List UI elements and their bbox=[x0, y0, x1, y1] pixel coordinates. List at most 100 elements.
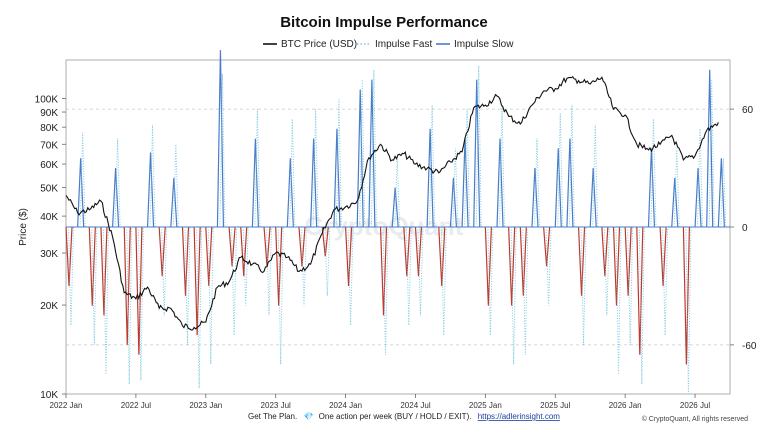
y-axis-right: 60 0 -60 bbox=[730, 105, 757, 352]
y-left-tick-label: 100K bbox=[35, 95, 59, 106]
impulse-slow-spike bbox=[473, 79, 481, 228]
impulse-slow-spike bbox=[356, 89, 364, 228]
impulse-slow-spike bbox=[682, 226, 691, 365]
x-tick-label: 2024 Jul bbox=[400, 401, 430, 410]
impulse-slow-spike bbox=[100, 226, 108, 316]
impulse-slow-spike bbox=[368, 79, 376, 228]
impulse-slow-spike bbox=[612, 226, 621, 306]
y-axis-left: 10K 20K 30K 40K 50K 60K 70K 80K 90K 100K bbox=[35, 95, 66, 401]
impulse-fast-spike bbox=[487, 226, 494, 336]
impulse-slow-spike bbox=[577, 226, 586, 296]
impulse-slow-spike bbox=[135, 226, 143, 355]
impulse-fast-spike bbox=[266, 226, 273, 316]
impulse-slow-spike bbox=[170, 177, 178, 228]
impulse-slow-spike bbox=[65, 226, 73, 286]
impulse-fast-spike bbox=[219, 73, 226, 228]
impulse-fast-spike bbox=[79, 132, 86, 228]
impulse-fast-spike bbox=[137, 226, 144, 381]
impulse-fast-spike bbox=[324, 226, 331, 296]
impulse-slow-spike bbox=[344, 226, 353, 286]
btc-price-series bbox=[65, 76, 719, 331]
impulse-slow-spike bbox=[717, 158, 725, 228]
impulse-fast-spike bbox=[720, 158, 727, 228]
impulse-fast-spike bbox=[638, 226, 645, 385]
impulse-slow-spike bbox=[554, 148, 562, 228]
y-right-tick-label: 0 bbox=[742, 223, 748, 234]
x-tick-label: 2025 Jan bbox=[469, 401, 502, 410]
impulse-fast-spike bbox=[429, 105, 436, 228]
impulse-slow-spike bbox=[414, 226, 423, 277]
impulse-slow-spike bbox=[216, 50, 225, 228]
impulse-fast-spike bbox=[242, 226, 249, 306]
impulse-fast-spike bbox=[335, 99, 342, 228]
impulse-slow-spike bbox=[251, 138, 259, 228]
x-tick-label: 2023 Jan bbox=[189, 401, 222, 410]
impulse-fast-spike bbox=[394, 158, 401, 228]
impulse-fast-spike bbox=[557, 113, 564, 228]
x-tick-label: 2022 Jul bbox=[121, 401, 151, 410]
impulse-slow-spike bbox=[205, 226, 213, 286]
x-tick-label: 2026 Jul bbox=[680, 401, 710, 410]
impulse-slow-spike bbox=[543, 226, 551, 267]
impulse-fast-spike bbox=[277, 226, 284, 365]
x-tick-label: 2022 Jan bbox=[50, 401, 83, 410]
impulse-fast-spike bbox=[662, 226, 669, 336]
impulse-fast-series bbox=[68, 65, 727, 395]
impulse-fast-spike bbox=[685, 226, 692, 395]
impulse-fast-spike bbox=[580, 226, 587, 345]
impulse-fast-spike bbox=[161, 226, 168, 316]
impulse-slow-spike bbox=[636, 226, 644, 355]
btc-price-line bbox=[65, 76, 719, 331]
impulse-slow-spike bbox=[426, 128, 434, 228]
impulse-fast-spike bbox=[452, 148, 459, 228]
impulse-slow-spike bbox=[181, 226, 190, 296]
impulse-slow-spike bbox=[659, 226, 667, 286]
footer-text: Get The Plan. 💎 One action per week (BUY… bbox=[248, 412, 560, 421]
impulse-fast-spike bbox=[475, 65, 482, 228]
impulse-slow-spike bbox=[193, 226, 201, 336]
impulse-fast-spike bbox=[149, 124, 156, 228]
impulse-fast-spike bbox=[289, 118, 296, 228]
y-left-tick-label: 90K bbox=[40, 108, 58, 119]
impulse-slow-spike bbox=[77, 158, 85, 228]
legend-label-price: BTC Price (USD) bbox=[281, 39, 357, 50]
impulse-fast-spike bbox=[440, 226, 447, 336]
x-axis: 2022 Jan 2022 Jul 2023 Jan 2023 Jul 2024 Jan… bbox=[50, 394, 710, 410]
y-left-tick-label: 20K bbox=[40, 301, 58, 312]
impulse-fast-spike bbox=[673, 148, 680, 228]
y-left-tick-label: 70K bbox=[40, 140, 58, 151]
y-left-tick-label: 50K bbox=[40, 183, 58, 194]
impulse-slow-spike bbox=[438, 226, 446, 286]
impulse-slow-spike bbox=[275, 226, 283, 306]
impulse-slow-spike bbox=[496, 138, 504, 228]
y-right-tick-label: 60 bbox=[742, 105, 754, 116]
y-left-tick-label: 80K bbox=[40, 123, 58, 134]
impulse-fast-spike bbox=[533, 138, 540, 228]
impulse-fast-spike bbox=[603, 226, 610, 316]
impulse-slow-spike bbox=[484, 226, 492, 306]
impulse-slow-spike bbox=[624, 226, 632, 296]
impulse-fast-spike bbox=[510, 226, 517, 365]
footer-link[interactable]: https://adlerinsight.com bbox=[478, 412, 561, 421]
impulse-slow-spike bbox=[566, 138, 574, 228]
x-tick-label: 2025 Jul bbox=[540, 401, 570, 410]
impulse-slow-spike bbox=[391, 187, 399, 228]
y-right-tick-label: -60 bbox=[742, 341, 757, 352]
legend-label-fast: Impulse Fast bbox=[375, 39, 432, 50]
y-left-tick-label: 30K bbox=[40, 249, 58, 260]
impulse-slow-spike bbox=[694, 168, 702, 228]
impulse-fast-spike bbox=[207, 226, 214, 365]
impulse-slow-spike bbox=[158, 226, 166, 277]
y-axis-label: Price ($) bbox=[18, 208, 29, 246]
impulse-slow-series bbox=[65, 50, 730, 365]
impulse-fast-spike bbox=[184, 226, 191, 345]
impulse-fast-spike bbox=[370, 69, 377, 228]
impulse-fast-spike bbox=[382, 226, 389, 355]
impulse-slow-spike bbox=[240, 226, 248, 277]
impulse-fast-spike bbox=[91, 226, 98, 345]
x-tick-label: 2023 Jul bbox=[261, 401, 291, 410]
impulse-fast-spike bbox=[545, 226, 552, 306]
impulse-slow-spike bbox=[647, 148, 656, 228]
impulse-fast-spike bbox=[312, 109, 319, 228]
